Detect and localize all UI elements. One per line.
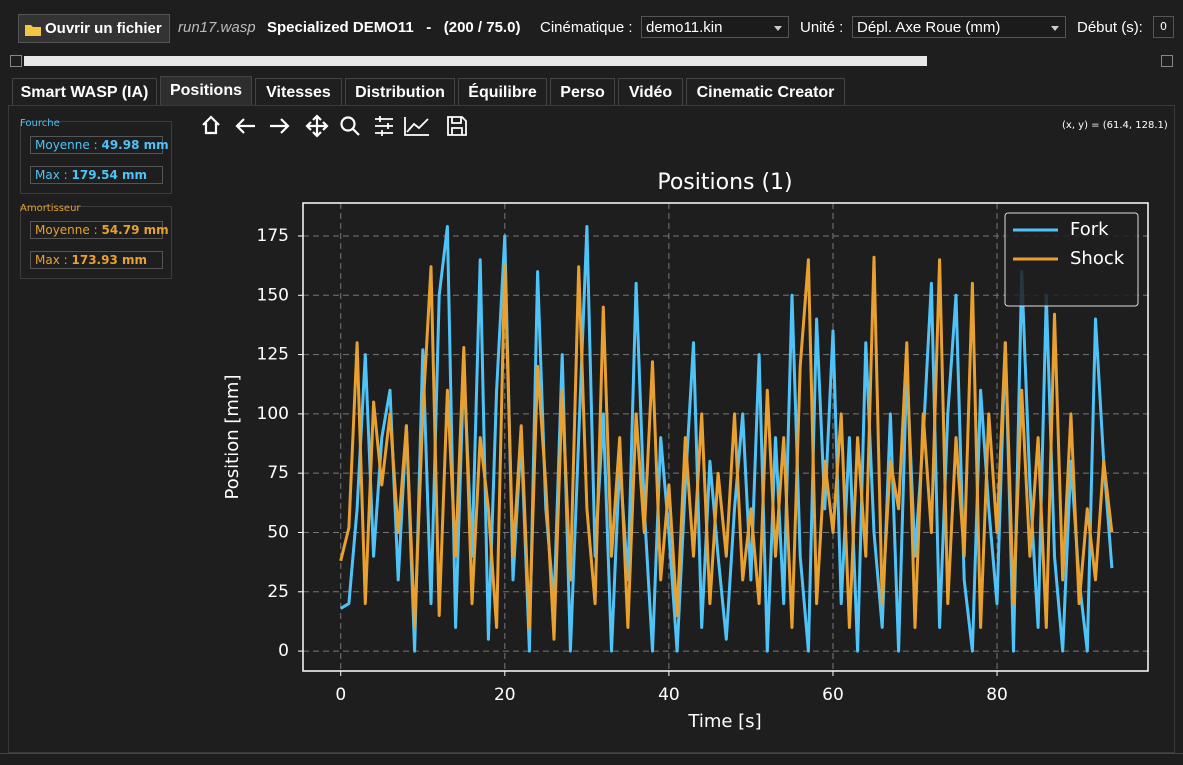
x-tick-label: 40 <box>658 685 680 705</box>
scroll-left[interactable] <box>10 55 22 67</box>
start-label: Début (s): <box>1077 19 1143 36</box>
tab[interactable]: Perso <box>550 78 615 105</box>
x-tick-label: 80 <box>986 685 1008 705</box>
start-input[interactable]: 0 <box>1153 16 1174 38</box>
tab-panel <box>8 105 1175 753</box>
tab[interactable]: Distribution <box>345 78 455 105</box>
y-tick-label: 175 <box>257 226 289 246</box>
tab[interactable]: Vitesses <box>255 78 342 105</box>
edit-icon[interactable] <box>404 117 429 136</box>
value: 54.79 mm <box>101 223 169 237</box>
tab[interactable]: Positions <box>160 76 252 105</box>
home-icon[interactable] <box>202 115 220 135</box>
y-tick-label: 100 <box>257 404 289 424</box>
chart-title: Positions (1) <box>657 170 792 195</box>
y-tick-label: 25 <box>267 582 289 602</box>
value: 49.98 mm <box>101 138 169 152</box>
y-tick-label: 75 <box>267 463 289 483</box>
tab[interactable]: Smart WASP (IA) <box>12 78 157 105</box>
legend-label: Shock <box>1070 248 1125 269</box>
shock-title: Amortisseur <box>20 203 81 214</box>
value: 179.54 mm <box>71 168 148 182</box>
y-axis-label: Position [mm] <box>222 375 243 500</box>
project-name: Specialized DEMO11 - (200 / 75.0) <box>267 19 521 36</box>
fork-group: Fourche Moyenne : 49.98 mm Max : 179.54 … <box>20 118 172 194</box>
unit-label: Unité : <box>800 19 844 36</box>
x-axis-label: Time [s] <box>687 711 761 732</box>
shock-max: Max : 173.93 mm <box>30 251 163 269</box>
label: Moyenne : <box>35 223 98 237</box>
tab[interactable]: Équilibre <box>458 78 547 105</box>
scroll-right[interactable] <box>1161 55 1173 67</box>
label: Max : <box>35 253 68 267</box>
status-divider <box>0 753 1183 754</box>
x-tick-label: 20 <box>494 685 516 705</box>
x-tick-label: 0 <box>335 685 346 705</box>
label: Max : <box>35 168 68 182</box>
kin-label: Cinématique : <box>540 19 633 36</box>
scroll-thumb[interactable] <box>24 56 927 66</box>
config-icon[interactable] <box>375 116 393 136</box>
y-tick-label: 150 <box>257 285 289 305</box>
back-icon[interactable] <box>235 118 255 134</box>
y-tick-label: 50 <box>267 522 289 542</box>
label: Moyenne : <box>35 138 98 152</box>
y-tick-label: 0 <box>278 641 289 661</box>
fork-mean: Moyenne : 49.98 mm <box>30 136 169 154</box>
cursor-coords: (x, y) = (61.4, 128.1) <box>1062 120 1168 131</box>
pan-icon[interactable] <box>305 114 329 138</box>
series-line <box>339 255 1114 641</box>
open-button-label: Ouvrir un fichier <box>45 20 162 37</box>
file-name: run17.wasp <box>178 19 256 36</box>
value: 173.93 mm <box>71 253 148 267</box>
shock-group: Amortisseur Moyenne : 54.79 mm Max : 173… <box>20 203 172 279</box>
fork-max: Max : 179.54 mm <box>30 166 163 184</box>
folder-icon <box>25 25 41 36</box>
legend-label: Fork <box>1070 219 1109 240</box>
y-tick-label: 125 <box>257 345 289 365</box>
zoom-icon[interactable] <box>340 116 360 136</box>
tab[interactable]: Cinematic Creator <box>686 78 845 105</box>
save-icon[interactable] <box>447 116 467 136</box>
legend: Fork Shock <box>1004 212 1139 307</box>
open-button[interactable]: Ouvrir un fichier <box>18 14 170 43</box>
legend-box <box>1004 212 1139 307</box>
kin-dropdown[interactable]: demo11.kin <box>641 16 789 38</box>
fork-title: Fourche <box>20 118 60 129</box>
x-tick-label: 60 <box>822 685 844 705</box>
forward-icon[interactable] <box>270 118 290 134</box>
plot-toolbar <box>202 114 467 138</box>
shock-mean: Moyenne : 54.79 mm <box>30 221 169 239</box>
tab[interactable]: Vidéo <box>618 78 683 105</box>
plot-frame <box>302 202 1149 672</box>
unit-dropdown[interactable]: Dépl. Axe Roue (mm) <box>852 16 1066 38</box>
